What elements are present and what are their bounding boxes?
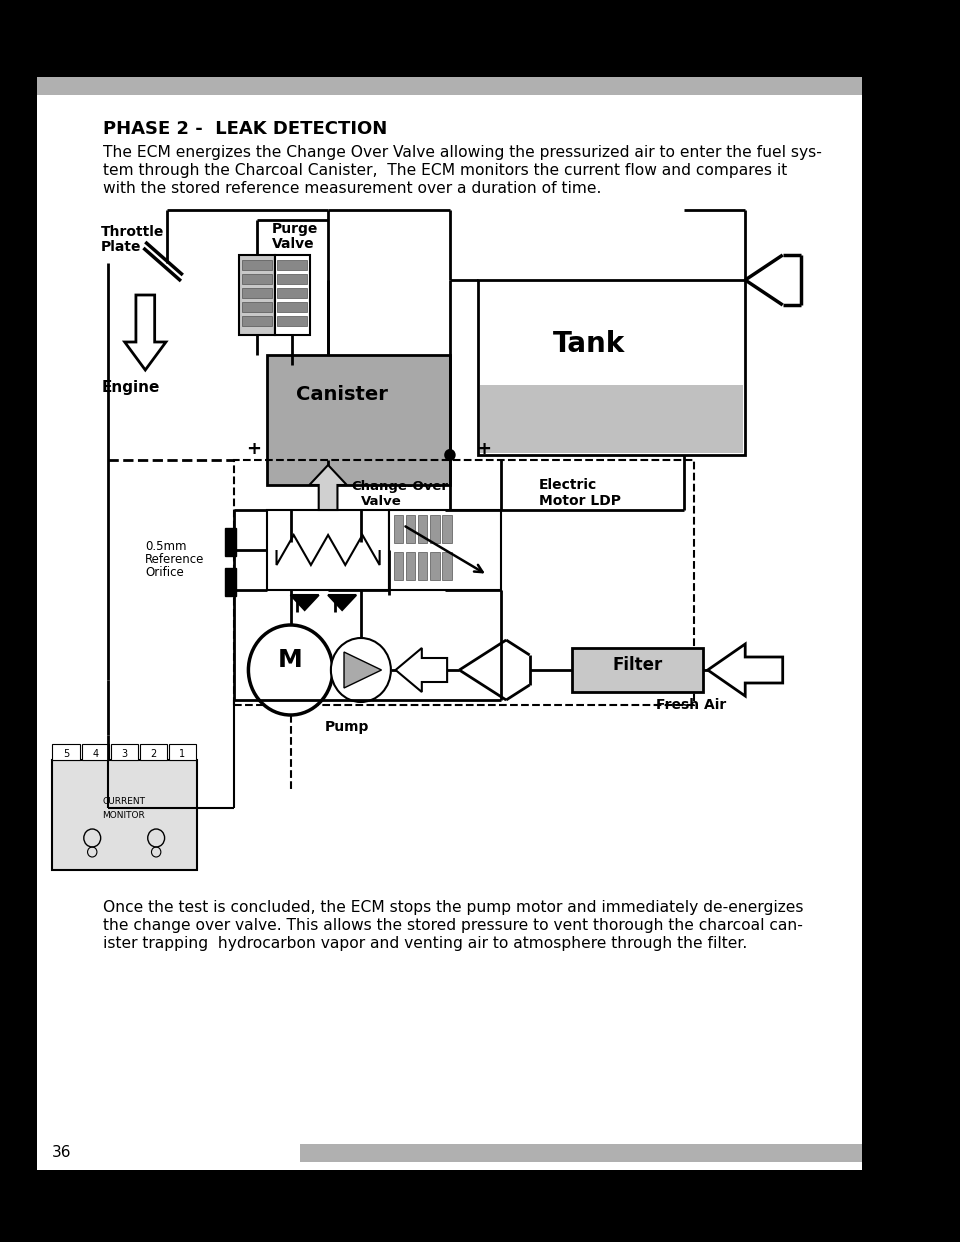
Text: 5: 5 xyxy=(63,749,69,759)
Text: M: M xyxy=(278,648,303,672)
Bar xyxy=(225,528,236,556)
Bar xyxy=(225,568,236,596)
Text: Tank: Tank xyxy=(553,330,625,358)
Text: with the stored reference measurement over a duration of time.: with the stored reference measurement ov… xyxy=(103,181,602,196)
Bar xyxy=(389,510,501,590)
Bar xyxy=(430,551,440,580)
Bar xyxy=(418,515,427,543)
Polygon shape xyxy=(344,652,381,688)
Text: Fresh Air: Fresh Air xyxy=(656,698,727,712)
Text: Engine: Engine xyxy=(101,380,159,395)
Text: Change-Over: Change-Over xyxy=(351,479,448,493)
Bar xyxy=(478,279,745,455)
Text: +: + xyxy=(476,440,492,458)
Bar xyxy=(82,744,108,760)
Polygon shape xyxy=(125,296,166,370)
Bar xyxy=(277,315,307,325)
Text: Filter: Filter xyxy=(612,656,662,674)
Text: carmanualsonline.info: carmanualsonline.info xyxy=(716,1225,862,1238)
Text: Valve: Valve xyxy=(361,496,401,508)
Bar xyxy=(443,515,452,543)
Text: 0.5mm: 0.5mm xyxy=(145,540,187,553)
Bar xyxy=(37,1144,862,1163)
Bar xyxy=(572,648,703,692)
Text: PHASE 2 -  LEAK DETECTION: PHASE 2 - LEAK DETECTION xyxy=(103,120,388,138)
Text: Throttle: Throttle xyxy=(101,225,164,238)
Bar xyxy=(277,260,307,270)
Bar xyxy=(418,551,427,580)
Text: Canister: Canister xyxy=(297,385,388,404)
Bar xyxy=(275,255,310,335)
Bar xyxy=(430,515,440,543)
Text: Reference: Reference xyxy=(145,553,204,566)
Text: the change over valve. This allows the stored pressure to vent thorough the char: the change over valve. This allows the s… xyxy=(103,918,803,933)
Text: Once the test is concluded, the ECM stops the pump motor and immediately de-ener: Once the test is concluded, the ECM stop… xyxy=(103,900,804,915)
Bar xyxy=(242,260,272,270)
Text: 2: 2 xyxy=(150,749,156,759)
Bar xyxy=(37,79,862,1170)
Bar xyxy=(110,744,138,760)
Text: Valve: Valve xyxy=(272,237,315,251)
Text: Purge: Purge xyxy=(272,222,318,236)
Text: ister trapping  hydrocarbon vapor and venting air to atmosphere through the filt: ister trapping hydrocarbon vapor and ven… xyxy=(103,936,748,951)
Polygon shape xyxy=(396,648,447,692)
Bar xyxy=(277,288,307,298)
Bar xyxy=(37,1141,300,1163)
Bar xyxy=(242,315,272,325)
Text: 36: 36 xyxy=(52,1145,71,1160)
Polygon shape xyxy=(328,595,356,610)
Bar xyxy=(394,551,403,580)
Bar xyxy=(242,288,272,298)
Text: CURRENT: CURRENT xyxy=(102,797,145,806)
Text: Orifice: Orifice xyxy=(145,566,184,579)
Bar xyxy=(267,355,450,484)
Bar xyxy=(239,255,275,335)
Text: Plate: Plate xyxy=(101,240,142,255)
Bar xyxy=(480,385,743,453)
Text: +: + xyxy=(247,440,261,458)
Text: 1: 1 xyxy=(180,749,185,759)
Polygon shape xyxy=(309,465,347,510)
Text: MONITOR: MONITOR xyxy=(103,811,145,820)
Bar xyxy=(169,744,196,760)
Bar xyxy=(52,760,197,869)
Bar xyxy=(277,302,307,312)
Bar xyxy=(53,744,80,760)
Bar xyxy=(139,744,167,760)
Bar xyxy=(406,515,416,543)
Text: 3: 3 xyxy=(121,749,128,759)
Text: Electric: Electric xyxy=(539,478,597,492)
Bar xyxy=(394,515,403,543)
Circle shape xyxy=(445,450,455,460)
Polygon shape xyxy=(291,595,319,610)
Polygon shape xyxy=(708,645,782,696)
Bar xyxy=(267,510,389,590)
Text: The ECM energizes the Change Over Valve allowing the pressurized air to enter th: The ECM energizes the Change Over Valve … xyxy=(103,145,822,160)
Bar xyxy=(234,460,694,705)
Text: 4: 4 xyxy=(92,749,98,759)
Text: Motor LDP: Motor LDP xyxy=(539,494,621,508)
Text: tem through the Charcoal Canister,  The ECM monitors the current flow and compar: tem through the Charcoal Canister, The E… xyxy=(103,163,787,178)
Bar xyxy=(242,274,272,284)
Circle shape xyxy=(249,625,333,715)
Bar xyxy=(277,274,307,284)
Bar xyxy=(242,302,272,312)
Bar xyxy=(37,77,862,94)
Bar xyxy=(406,551,416,580)
Bar xyxy=(443,551,452,580)
Circle shape xyxy=(331,638,391,702)
Text: Pump: Pump xyxy=(324,720,369,734)
